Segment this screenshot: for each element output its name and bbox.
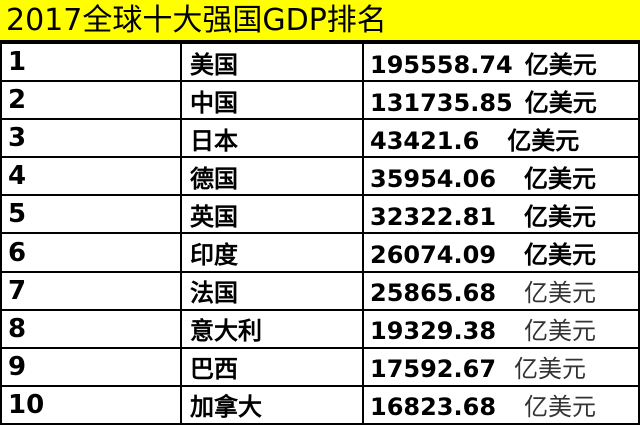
table-row: 1 美国 195558.74 亿美元 <box>0 41 640 83</box>
table-row: 6 印度 26074.09 亿美元 <box>0 232 640 273</box>
rank-cell: 7 <box>0 270 182 311</box>
gdp-unit: 亿美元 <box>524 241 597 270</box>
page-title: 2017全球十大强国GDP排名 <box>0 0 640 42</box>
country-cell: 英国 <box>180 194 364 235</box>
gdp-value: 32322.81 <box>370 202 497 231</box>
rank-cell: 5 <box>0 194 182 235</box>
gdp-unit: 亿美元 <box>524 393 597 422</box>
gdp-table: 1 美国 195558.74 亿美元 2 中国 131735.85 亿美元 3 日本… <box>0 41 640 425</box>
gdp-cell: 16823.68 亿美元 <box>362 384 640 425</box>
rank-cell: 6 <box>0 232 182 273</box>
rank-cell: 2 <box>0 80 182 121</box>
gdp-cell: 32322.81 亿美元 <box>362 194 640 235</box>
rank-cell: 1 <box>0 41 182 83</box>
gdp-cell: 131735.85 亿美元 <box>362 80 640 121</box>
gdp-unit: 亿美元 <box>514 355 587 384</box>
gdp-unit: 亿美元 <box>524 164 597 193</box>
gdp-value: 26074.09 <box>370 241 497 270</box>
gdp-unit: 亿美元 <box>524 88 597 117</box>
table-row: 3 日本 43421.6 亿美元 <box>0 118 640 159</box>
table-row: 8 意大利 19329.38 亿美元 <box>0 308 640 349</box>
gdp-cell: 17592.67 亿美元 <box>362 346 640 387</box>
country-cell: 德国 <box>180 156 364 197</box>
gdp-value: 35954.06 <box>370 164 497 193</box>
table-row: 5 英国 32322.81 亿美元 <box>0 194 640 235</box>
gdp-unit: 亿美元 <box>524 50 597 79</box>
rank-cell: 8 <box>0 308 182 349</box>
country-cell: 中国 <box>180 80 364 121</box>
gdp-cell: 25865.68 亿美元 <box>362 270 640 311</box>
country-cell: 印度 <box>180 232 364 273</box>
country-cell: 日本 <box>180 118 364 159</box>
gdp-value: 19329.38 <box>370 317 497 346</box>
table-row: 9 巴西 17592.67 亿美元 <box>0 346 640 387</box>
gdp-unit: 亿美元 <box>507 126 580 155</box>
rank-cell: 4 <box>0 156 182 197</box>
country-cell: 加拿大 <box>180 384 364 425</box>
country-cell: 意大利 <box>180 308 364 349</box>
gdp-unit: 亿美元 <box>524 279 597 308</box>
table-row: 7 法国 25865.68 亿美元 <box>0 270 640 311</box>
country-cell: 法国 <box>180 270 364 311</box>
gdp-cell: 195558.74 亿美元 <box>362 41 640 83</box>
gdp-value: 25865.68 <box>370 279 497 308</box>
country-cell: 巴西 <box>180 346 364 387</box>
rank-cell: 10 <box>0 384 182 425</box>
rank-cell: 3 <box>0 118 182 159</box>
gdp-cell: 26074.09 亿美元 <box>362 232 640 273</box>
table-row: 2 中国 131735.85 亿美元 <box>0 80 640 121</box>
gdp-value: 43421.6 <box>370 126 480 155</box>
table-row: 10 加拿大 16823.68 亿美元 <box>0 384 640 425</box>
table-row: 4 德国 35954.06 亿美元 <box>0 156 640 197</box>
gdp-value: 131735.85 <box>370 88 513 117</box>
gdp-value: 195558.74 <box>370 50 513 79</box>
gdp-value: 17592.67 <box>370 355 497 384</box>
gdp-cell: 19329.38 亿美元 <box>362 308 640 349</box>
gdp-cell: 35954.06 亿美元 <box>362 156 640 197</box>
gdp-unit: 亿美元 <box>524 317 597 346</box>
rank-cell: 9 <box>0 346 182 387</box>
gdp-value: 16823.68 <box>370 393 497 422</box>
gdp-cell: 43421.6 亿美元 <box>362 118 640 159</box>
country-cell: 美国 <box>180 41 364 83</box>
gdp-unit: 亿美元 <box>524 202 597 231</box>
